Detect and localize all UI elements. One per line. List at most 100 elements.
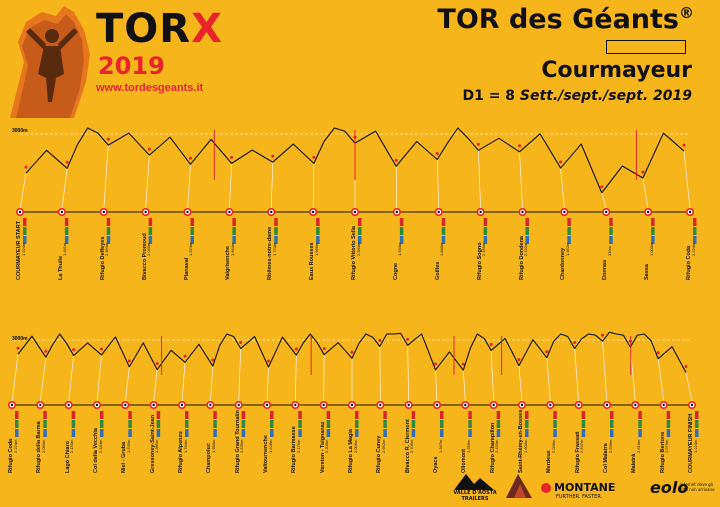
station-altitude: 1.356m [465, 439, 471, 453]
time-block [106, 236, 111, 244]
time-block [483, 227, 488, 235]
station-altitude: 1.534m [397, 242, 403, 256]
time-block [298, 411, 302, 419]
time-block [610, 420, 614, 428]
title-box [606, 40, 686, 54]
time-block [148, 227, 153, 235]
time-block [355, 429, 359, 437]
peak-marker [684, 365, 688, 369]
time-block [567, 227, 571, 235]
peak-marker [147, 147, 151, 151]
time-block [468, 429, 472, 437]
connector-line [463, 370, 466, 403]
station-marker-center [521, 210, 524, 214]
station-altitude: 1.723m [271, 242, 277, 256]
time-block [106, 218, 111, 226]
time-block [71, 420, 76, 428]
peak-marker [24, 165, 28, 169]
time-block [638, 420, 642, 428]
station-altitude: 2.060m [40, 439, 46, 453]
time-block [213, 411, 217, 419]
logo-wordmark: TORX [96, 6, 223, 52]
peak-marker [461, 362, 465, 366]
station-marker-center [60, 210, 64, 214]
connector-line [153, 369, 158, 403]
time-block [43, 420, 47, 428]
time-block [567, 236, 571, 244]
time-block [64, 218, 69, 226]
time-block [553, 429, 557, 437]
station-name: Goilles [434, 261, 441, 280]
station-altitude: 2.150m [69, 439, 75, 453]
peak-marker [100, 347, 103, 351]
station-altitude: 1.367m [437, 439, 443, 453]
time-block [441, 218, 446, 226]
station-name: Sassa [644, 264, 651, 280]
station-marker-center [350, 403, 354, 407]
time-block [358, 227, 362, 235]
peak-marker [378, 338, 382, 342]
time-block [241, 429, 246, 437]
peak-marker [489, 342, 493, 346]
sponsor-montane: MONTANE FURTHER. FASTER. [540, 470, 640, 504]
station-marker-center [152, 403, 155, 407]
station-marker-center [311, 210, 315, 214]
peak-marker [600, 185, 604, 189]
time-block [270, 420, 274, 428]
time-block [232, 227, 236, 235]
peak-marker [434, 362, 437, 366]
time-block [190, 227, 194, 235]
time-block [695, 411, 699, 419]
connector-line [435, 369, 438, 403]
time-block [148, 236, 153, 244]
station-altitude: 1.385m [154, 439, 160, 453]
time-block [440, 420, 444, 428]
station-altitude: 2.175m [295, 439, 301, 453]
time-block [610, 411, 614, 419]
time-block [695, 420, 699, 428]
time-block [581, 429, 586, 437]
station-altitude: 2.494m [104, 242, 110, 256]
time-block [64, 236, 69, 244]
time-block [270, 411, 274, 419]
peak-marker [72, 348, 76, 352]
station-marker-center [634, 403, 637, 407]
station-marker-center [265, 403, 269, 407]
peak-marker [350, 350, 354, 354]
station-altitude: 1.784m [182, 439, 188, 453]
connector-line [436, 159, 440, 210]
time-block [581, 420, 586, 428]
station-altitude: 2.224m [690, 242, 696, 256]
time-block [128, 420, 132, 428]
connector-line [657, 358, 664, 403]
station-marker-center [395, 210, 399, 214]
peak-marker [545, 350, 549, 354]
time-block [651, 236, 655, 244]
time-block [525, 420, 529, 428]
connector-line [601, 192, 607, 210]
connector-line [295, 355, 297, 403]
station-marker-center [577, 403, 580, 407]
station-marker-center [492, 403, 495, 407]
time-block [326, 411, 331, 419]
website-link[interactable]: www.tordesgeants.it [96, 82, 204, 94]
connector-line [478, 150, 481, 210]
station-altitude: 2.537m [579, 439, 585, 453]
station-altitude: 2.006m [352, 439, 358, 453]
time-block [100, 429, 104, 437]
peak-marker [656, 351, 660, 355]
peak-marker [394, 158, 398, 162]
sponsor-tor [504, 470, 534, 504]
station-marker-center [353, 210, 357, 214]
time-block [399, 227, 404, 235]
time-block [128, 429, 132, 437]
header: TORX 2019 www.tordesgeants.it TOR des Gé… [0, 0, 720, 120]
time-block [399, 236, 404, 244]
time-block [638, 429, 642, 437]
station-marker-center [102, 210, 105, 214]
time-block [638, 411, 642, 419]
peak-marker [106, 137, 110, 141]
mountain-icon [454, 474, 494, 490]
time-block [355, 420, 359, 428]
connector-line [490, 350, 494, 403]
